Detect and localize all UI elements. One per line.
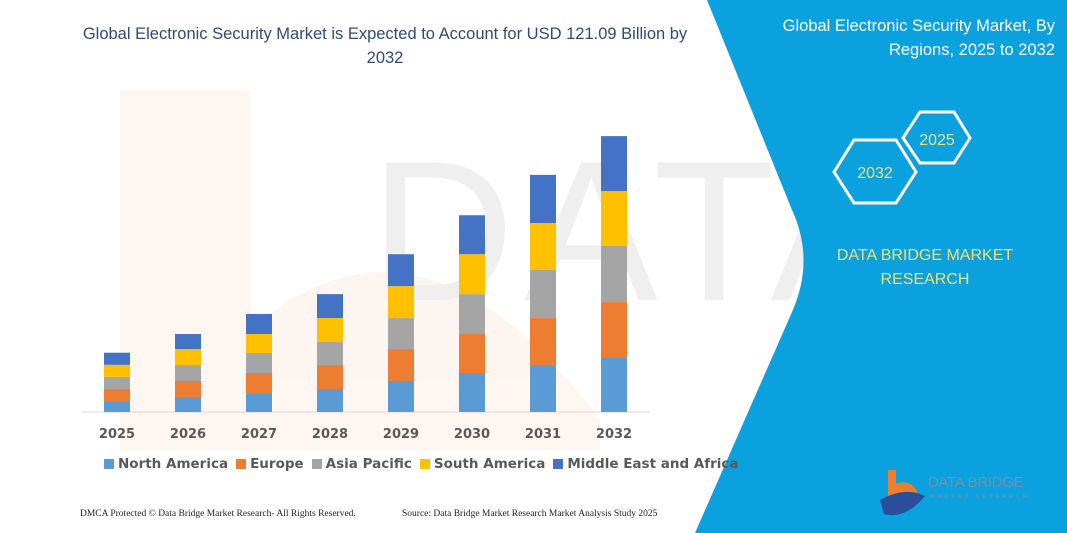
x-tick-label: 2025 bbox=[99, 427, 135, 442]
bar-segment-2026-europe bbox=[175, 380, 201, 397]
legend-item: Europe bbox=[236, 456, 304, 472]
bar-segment-2029-europe bbox=[388, 349, 414, 381]
bar-segment-2028-south-america bbox=[317, 318, 343, 343]
bar-segment-2026-south-america bbox=[175, 349, 201, 366]
source-footer: Source: Data Bridge Market Research Mark… bbox=[402, 509, 658, 519]
hex-end-label: 2032 bbox=[857, 165, 893, 182]
bar-segment-2027-asia-pacific bbox=[246, 352, 272, 374]
bar-segment-2031-north-america bbox=[530, 365, 556, 412]
bar-segment-2029-middle-east-and-africa bbox=[388, 254, 414, 287]
legend-label: Middle East and Africa bbox=[567, 456, 739, 472]
bar-segment-2028-middle-east-and-africa bbox=[317, 294, 343, 319]
legend-item: North America bbox=[104, 456, 228, 472]
bar-segment-2027-south-america bbox=[246, 334, 272, 353]
bar-segment-2030-north-america bbox=[459, 373, 485, 412]
bar-segment-2026-north-america bbox=[175, 396, 201, 412]
bar-segment-2028-north-america bbox=[317, 388, 343, 412]
bar-segment-2025-middle-east-and-africa bbox=[104, 352, 130, 365]
legend: North America Europe Asia Pacific South Ame… bbox=[104, 456, 739, 472]
bar-segment-2031-europe bbox=[530, 318, 556, 366]
bar-segment-2025-north-america bbox=[104, 401, 130, 412]
bar-segment-2026-asia-pacific bbox=[175, 365, 201, 381]
bar-segment-2025-europe bbox=[104, 388, 130, 402]
legend-label: Europe bbox=[250, 456, 304, 472]
bar-segment-2032-europe bbox=[601, 302, 627, 358]
bar-segment-2032-south-america bbox=[601, 191, 627, 247]
legend-label: South America bbox=[433, 456, 546, 472]
side-panel bbox=[695, 0, 1067, 533]
bar-segment-2028-asia-pacific bbox=[317, 342, 343, 366]
legend-swatch bbox=[236, 459, 247, 469]
logo-text: DATA BRIDGE bbox=[928, 474, 1024, 491]
bar-segment-2030-middle-east-and-africa bbox=[459, 215, 485, 255]
bar-segment-2027-north-america bbox=[246, 393, 272, 412]
bar-segment-2025-asia-pacific bbox=[104, 376, 130, 389]
bar-segment-2032-middle-east-and-africa bbox=[601, 136, 627, 192]
bar-segment-2028-europe bbox=[317, 365, 343, 389]
hexagon-2032 bbox=[832, 138, 918, 205]
bar-segment-2031-asia-pacific bbox=[530, 269, 556, 319]
bars bbox=[104, 136, 627, 412]
x-tick-label: 2029 bbox=[383, 427, 419, 442]
logo-subtext: MARKET RESEARCH bbox=[930, 494, 1030, 500]
x-tick-label: 2030 bbox=[454, 427, 490, 442]
legend-label: North America bbox=[118, 456, 229, 472]
x-tick-label: 2026 bbox=[170, 427, 206, 442]
bar-segment-2031-south-america bbox=[530, 222, 556, 270]
bar-segment-2027-europe bbox=[246, 373, 272, 394]
x-ticks: 2025 2026 2027 2028 2029 2030 2031 2032 bbox=[99, 427, 632, 442]
hexagon-2025 bbox=[901, 110, 972, 165]
x-tick-label: 2028 bbox=[312, 427, 348, 442]
legend-swatch bbox=[419, 459, 430, 469]
bar-segment-2030-south-america bbox=[459, 254, 485, 295]
bar-segment-2030-europe bbox=[459, 334, 485, 374]
bar-segment-2025-south-america bbox=[104, 364, 130, 377]
side-panel-title: Global Electronic Security Market, By Re… bbox=[782, 17, 1055, 59]
legend-swatch bbox=[311, 459, 322, 469]
bar-segment-2029-south-america bbox=[388, 286, 414, 319]
bar-segment-2032-asia-pacific bbox=[601, 246, 627, 303]
hex-start-label: 2025 bbox=[919, 132, 955, 149]
bar-segment-2026-middle-east-and-africa bbox=[175, 334, 201, 350]
legend-label: Asia Pacific bbox=[325, 456, 412, 472]
x-tick-label: 2031 bbox=[525, 427, 561, 442]
bar-segment-2030-asia-pacific bbox=[459, 294, 485, 335]
legend-item: Middle East and Africa bbox=[553, 456, 739, 472]
bar-segment-2029-asia-pacific bbox=[388, 318, 414, 350]
bar-segment-2029-north-america bbox=[388, 380, 414, 412]
chart-title: Global Electronic Security Market is Exp… bbox=[82, 25, 688, 67]
bar-segment-2027-middle-east-and-africa bbox=[246, 313, 272, 335]
bar-segment-2032-north-america bbox=[601, 357, 627, 412]
legend-swatch bbox=[104, 459, 114, 469]
copyright-footer: DMCA Protected © Data Bridge Market Rese… bbox=[80, 509, 356, 519]
legend-item: South America bbox=[419, 456, 546, 472]
x-tick-label: 2027 bbox=[241, 427, 277, 442]
legend-swatch bbox=[553, 459, 564, 469]
brand-text: DATA BRIDGE MARKET RESEARCH bbox=[836, 247, 1014, 288]
bar-segment-2031-middle-east-and-africa bbox=[530, 174, 556, 223]
legend-item: Asia Pacific bbox=[311, 456, 412, 472]
x-tick-label: 2032 bbox=[596, 427, 632, 442]
logo-icon bbox=[880, 470, 925, 516]
